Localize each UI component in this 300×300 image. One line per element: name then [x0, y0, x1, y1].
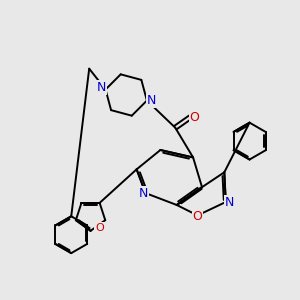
Text: N: N	[139, 187, 148, 200]
Text: O: O	[190, 111, 200, 124]
Text: O: O	[95, 223, 104, 233]
Text: N: N	[147, 94, 156, 107]
Text: O: O	[193, 210, 202, 224]
Text: N: N	[225, 196, 234, 208]
Text: N: N	[96, 82, 106, 94]
